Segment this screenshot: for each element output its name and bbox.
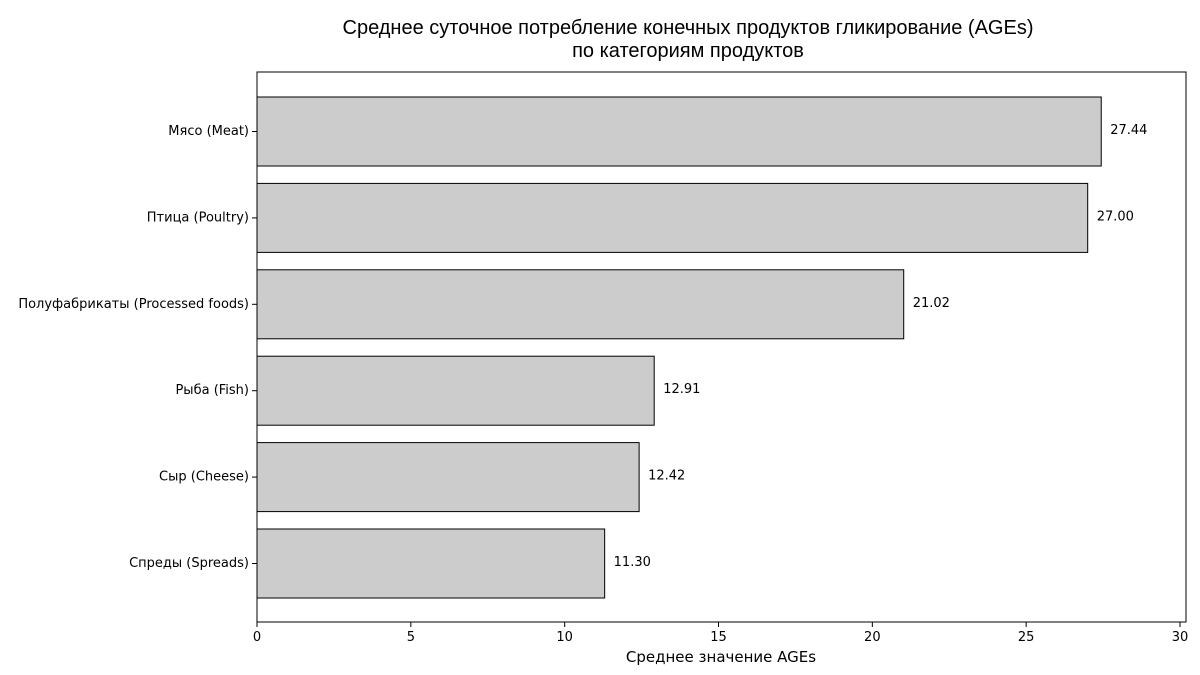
data-label-fish: 12.91 xyxy=(663,382,700,397)
x-tick-label-30: 30 xyxy=(1172,630,1189,645)
y-tick-label-spreads: Спреды (Spreads) xyxy=(129,556,249,571)
data-label-spreads: 11.30 xyxy=(614,555,651,570)
x-axis: 0 5 10 15 20 25 30 xyxy=(253,622,1188,645)
x-tick-label-25: 25 xyxy=(1018,630,1035,645)
plot-area-frame xyxy=(256,71,1187,623)
bar-processed-foods xyxy=(256,269,905,340)
x-tick-label-10: 10 xyxy=(556,630,573,645)
data-labels-group: 27.44 27.00 21.02 12.91 12.42 11.30 xyxy=(614,123,1148,570)
data-label-meat: 27.44 xyxy=(1110,123,1147,138)
y-tick-label-meat: Мясо (Meat) xyxy=(168,124,249,139)
chart-title-line-2: по категориям продуктов xyxy=(572,40,804,62)
bar-spreads xyxy=(256,528,606,599)
y-tick-label-fish: Рыба (Fish) xyxy=(175,383,249,398)
y-tick-label-processed-foods: Полуфабрикаты (Processed foods) xyxy=(18,297,249,312)
bar-fish xyxy=(256,355,655,426)
x-tick-label-0: 0 xyxy=(253,630,261,645)
x-tick-label-20: 20 xyxy=(864,630,881,645)
bar-cheese xyxy=(256,442,640,513)
data-label-cheese: 12.42 xyxy=(648,469,685,484)
x-tick-label-15: 15 xyxy=(710,630,727,645)
bar-poultry xyxy=(256,182,1089,253)
chart-title-line-1: Среднее суточное потребление конечных пр… xyxy=(343,17,1034,39)
x-tick-label-5: 5 xyxy=(407,630,415,645)
chart-title: Среднее суточное потребление конечных пр… xyxy=(343,17,1034,62)
bar-meat xyxy=(256,96,1102,167)
x-axis-label: Среднее значение AGEs xyxy=(626,648,816,666)
data-label-poultry: 27.00 xyxy=(1097,209,1134,224)
y-axis-tick-labels: Мясо (Meat) Птица (Poultry) Полуфабрикаты … xyxy=(18,124,257,571)
data-label-processed-foods: 21.02 xyxy=(913,296,950,311)
bars-group xyxy=(256,96,1102,599)
y-tick-label-cheese: Сыр (Cheese) xyxy=(159,470,249,485)
y-tick-label-poultry: Птица (Poultry) xyxy=(147,210,249,225)
